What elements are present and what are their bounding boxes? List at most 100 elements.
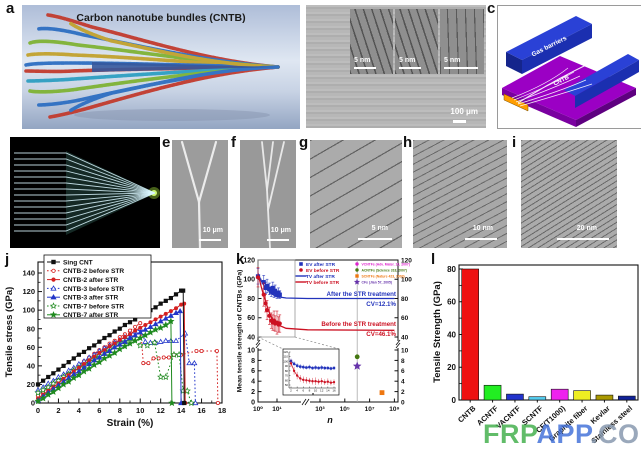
fiber-line (14, 192, 156, 220)
j-legend-label: CNTB-3 after STR (63, 295, 119, 302)
marker-square (163, 298, 168, 303)
j-xlabel: Strain (%) (107, 418, 154, 429)
k-ytick: 120 (243, 257, 255, 264)
watermark-text: .COM (590, 419, 641, 449)
panel-letter-i: i (512, 134, 517, 151)
k-inset-xlabel: n (312, 392, 315, 396)
k-inset-xtick: 12 (320, 389, 324, 393)
marker-square (97, 339, 102, 344)
marker-square (51, 259, 56, 265)
marker-star (49, 302, 58, 310)
device-schematic-drawing: Gas barriers Substrate CNTB (502, 16, 639, 127)
marker-square (320, 366, 323, 369)
k-inset-ytick: 80 (285, 369, 289, 373)
marker-square (292, 362, 296, 365)
filament-drawing (261, 141, 285, 249)
marker-star (157, 323, 165, 331)
j-xtick: 16 (197, 406, 205, 415)
marker-circle (355, 262, 359, 266)
fiber-line (14, 164, 156, 194)
panel-letter-g: g (299, 134, 309, 151)
panel-i-tem-image: 20 nm (521, 140, 617, 248)
panel-c-schematic: Gas barriers Substrate CNTB (497, 5, 641, 129)
marker-circle (163, 311, 168, 316)
j-series-cntb-2-before-str (36, 321, 220, 405)
panel-letter-k: k (236, 251, 245, 268)
l-bar-cntb (461, 268, 479, 401)
k-inset-xtick: 4 (296, 389, 298, 393)
marker-circle (133, 328, 138, 333)
marker-triangle (137, 329, 144, 335)
marker-star (54, 384, 63, 392)
marker-star (80, 367, 88, 375)
marker-square (173, 292, 179, 297)
marker-star (49, 311, 58, 318)
scalebar (399, 66, 421, 69)
marker-triangle (157, 318, 164, 324)
k-ytick: 60 (247, 315, 255, 322)
panel-b-inset-2: 5 nm (395, 9, 438, 74)
marker-square (355, 274, 359, 278)
fiber-line (14, 192, 156, 232)
k-ytick-right: 100 (401, 277, 412, 284)
k-xtick: 10⁵ (340, 406, 350, 413)
l-ylabel: Tensile Strength (GPa) (432, 281, 443, 383)
marker-square (56, 367, 61, 372)
k-ref-legend-label: CFs (Jian 57, 2005) (362, 280, 393, 284)
marker-square (277, 292, 282, 297)
marker-triangle (162, 337, 169, 343)
k-ytick: 6 (251, 368, 255, 375)
scalebar-label: 20 nm (576, 225, 597, 232)
marker-star (167, 317, 175, 325)
marker-star (95, 358, 103, 366)
marker-star (90, 361, 98, 369)
fiber-line (14, 188, 156, 194)
marker-star (49, 379, 57, 387)
k-ytick: 40 (247, 334, 255, 341)
j-xtick: 14 (177, 406, 186, 415)
marker-square (71, 356, 76, 361)
marker-circle (295, 374, 299, 377)
marker-square (317, 366, 320, 370)
j-series-sing-cnt (35, 288, 187, 406)
marker-square (66, 360, 71, 365)
marker-square (379, 390, 385, 396)
j-series-cntb-3-before-str (35, 325, 199, 406)
marker-triangle (111, 344, 118, 350)
marker-circle (138, 325, 143, 330)
marker-star (157, 373, 165, 381)
watermark: FRPAPP.COM (483, 419, 641, 450)
k-ref-legend-label: ACNTFs (Science 318, 2007) (362, 268, 407, 272)
marker-star (170, 350, 178, 358)
marker-star (162, 321, 170, 329)
j-legend-label: CNTB-7 after STR (63, 312, 119, 319)
fiber-line (14, 192, 156, 226)
scalebar (267, 238, 289, 241)
l-bar-kevlar (595, 394, 614, 401)
marker-star (34, 397, 42, 405)
panel-letter-h: h (403, 134, 413, 151)
marker-square (35, 382, 41, 387)
l-axes: 0 20 40 60 80 Tensile Strength (GPa) (432, 264, 639, 405)
marker-square (311, 366, 314, 370)
marker-square (326, 366, 330, 370)
marker-triangle (162, 315, 169, 321)
marker-triangle (132, 332, 139, 338)
k-xtick: 10⁰ (253, 406, 263, 413)
marker-star (70, 374, 78, 382)
j-series-cntb-7-after-str (34, 317, 176, 407)
marker-circle (166, 355, 171, 360)
marker-square (46, 374, 51, 380)
marker-star (121, 342, 129, 350)
panel-letter-e: e (162, 134, 171, 151)
scalebar (465, 237, 497, 240)
j-legend-label: CNTB-3 before STR (63, 286, 124, 293)
k-ytick: 8 (251, 358, 255, 365)
k-legend-label: TV before STR (306, 280, 340, 286)
l-bar-graphite-fiber (573, 390, 591, 401)
marker-circle (97, 350, 102, 355)
k-legend-label: EV after STR (306, 262, 336, 268)
j-ytick: 0 (31, 399, 35, 408)
marker-circle (146, 361, 151, 366)
k-inset-ytick: 100 (283, 359, 288, 363)
